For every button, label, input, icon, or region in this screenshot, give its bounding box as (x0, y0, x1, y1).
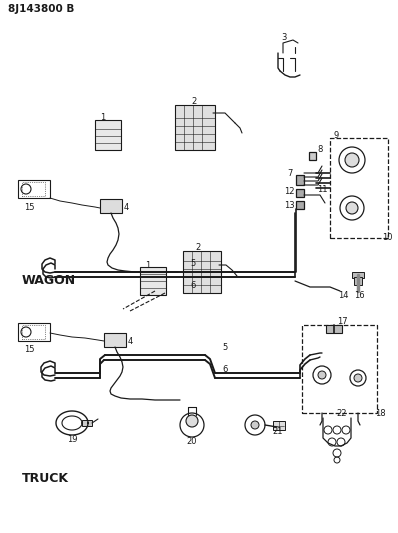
Bar (104, 333, 126, 347)
Text: TRUCK: TRUCK (22, 472, 69, 484)
Circle shape (354, 374, 362, 382)
Text: 2: 2 (195, 244, 201, 253)
Text: 7: 7 (287, 168, 293, 177)
Bar (296, 189, 304, 197)
Text: 5: 5 (190, 260, 196, 269)
Text: 20: 20 (187, 438, 197, 447)
Text: 4: 4 (123, 203, 129, 212)
Bar (326, 325, 342, 333)
Text: 5: 5 (222, 343, 228, 351)
Text: 18: 18 (375, 408, 385, 417)
Bar (352, 272, 364, 278)
Text: 2: 2 (191, 96, 197, 106)
Bar (302, 325, 377, 413)
Text: 1: 1 (145, 261, 150, 270)
Text: 6: 6 (222, 366, 228, 375)
Bar (183, 251, 221, 293)
Bar (95, 120, 121, 150)
Text: 6: 6 (190, 280, 196, 289)
Circle shape (186, 415, 198, 427)
Bar (296, 201, 304, 209)
Bar (273, 421, 285, 430)
Text: 4: 4 (127, 336, 133, 345)
Circle shape (346, 202, 358, 214)
Text: 3: 3 (281, 33, 287, 42)
Bar (82, 420, 92, 426)
Text: 19: 19 (67, 435, 77, 445)
Bar (330, 138, 388, 238)
Bar (175, 105, 215, 150)
Text: 13: 13 (284, 200, 294, 209)
Bar (296, 175, 304, 185)
Text: 14: 14 (338, 290, 348, 300)
Text: 8J143800 B: 8J143800 B (8, 4, 74, 14)
Text: 8: 8 (317, 146, 323, 155)
Text: 22: 22 (337, 409, 347, 418)
Bar (309, 152, 316, 160)
Text: 15: 15 (24, 345, 34, 354)
Text: 9: 9 (334, 131, 339, 140)
Bar (140, 267, 166, 295)
Bar (100, 199, 122, 213)
Bar (22, 325, 45, 339)
Circle shape (318, 371, 326, 379)
Text: 1: 1 (100, 114, 105, 123)
Text: 16: 16 (354, 290, 364, 300)
Circle shape (345, 153, 359, 167)
Bar (18, 323, 50, 341)
Text: 10: 10 (382, 233, 392, 243)
Text: 21: 21 (273, 427, 283, 437)
Circle shape (251, 421, 259, 429)
Text: WAGON: WAGON (22, 274, 76, 287)
Bar (354, 277, 362, 285)
Text: 15: 15 (24, 203, 34, 212)
Bar (22, 182, 45, 196)
Text: 12: 12 (284, 188, 294, 197)
Bar (18, 180, 50, 198)
Text: 11: 11 (317, 185, 327, 195)
Text: 17: 17 (337, 318, 347, 327)
